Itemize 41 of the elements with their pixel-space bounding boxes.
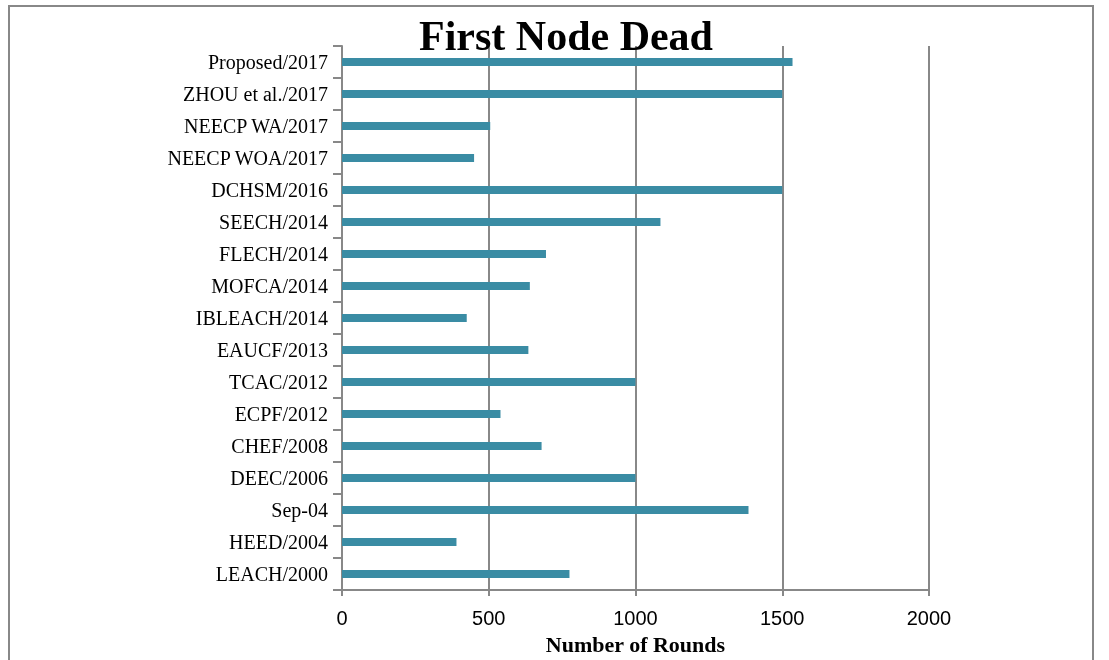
y-tick-label: MOFCA/2014 [211,275,328,298]
x-tick-label: 1000 [613,607,658,630]
bar [342,250,546,259]
bar [342,410,501,419]
bar [342,378,636,387]
bar [342,506,749,515]
bar [342,442,542,451]
y-tick-label: CHEF/2008 [231,435,328,458]
x-tick-label: 500 [472,607,506,630]
x-axis-title: Number of Rounds [545,631,726,657]
y-tick-label: NEECP WOA/2017 [167,147,328,170]
bar [342,346,529,355]
bar [342,218,661,227]
bar [342,570,570,579]
y-tick-label: DEEC/2006 [230,467,328,490]
bar [342,122,491,131]
bar [342,90,783,99]
y-tick-label: SEECH/2014 [219,211,328,234]
x-tick-label: 1500 [760,607,805,630]
y-tick-label: FLECH/2014 [219,243,328,266]
y-tick-label: Proposed/2017 [208,51,328,74]
bar [342,186,783,195]
y-tick-label: NEECP WA/2017 [184,115,328,138]
y-tick-label: TCAC/2012 [229,371,328,394]
y-tick-label: IBLEACH/2014 [195,307,328,330]
x-tick-label: 2000 [906,607,952,630]
x-tick-label: 0 [336,607,348,630]
bar [342,154,475,163]
y-tick-label: LEACH/2000 [215,563,328,586]
y-tick-label: ECPF/2012 [234,403,328,426]
y-tick-label: Sep-04 [271,499,328,523]
y-tick-label: DCHSM/2016 [211,179,328,202]
y-tick-label: HEED/2004 [229,531,328,554]
chart-title: First Node Dead [419,13,713,59]
bar [342,58,793,66]
y-tick-label: ZHOU et al./2017 [183,83,328,106]
bar [342,538,457,547]
y-tick-label: EAUCF/2013 [216,339,328,362]
bar [342,282,530,291]
bar [342,314,467,323]
bar [342,474,636,483]
